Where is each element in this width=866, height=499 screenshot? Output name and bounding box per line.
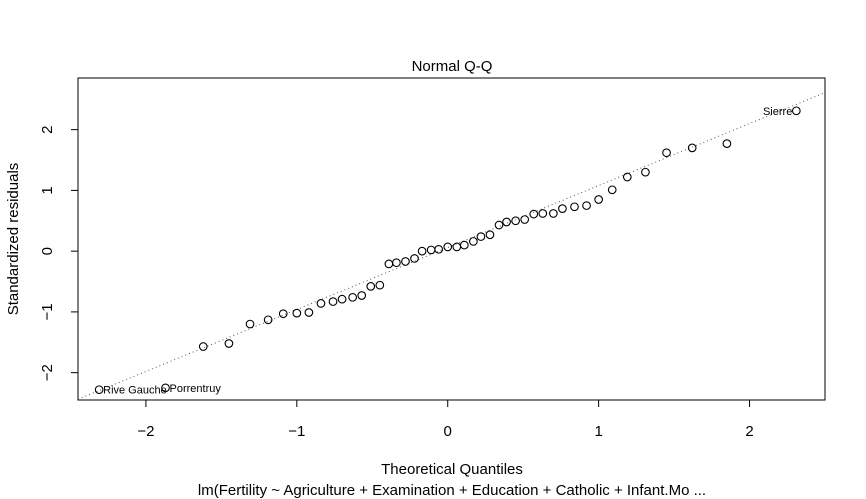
data-point	[511, 216, 520, 226]
y-tick-label: 1	[39, 186, 56, 194]
data-point	[316, 299, 326, 308]
data-point	[476, 232, 486, 241]
x-tick-label: 1	[594, 423, 602, 440]
chart-title: Normal Q-Q	[412, 58, 493, 75]
data-point	[161, 383, 170, 393]
data-point	[607, 185, 617, 195]
data-point	[452, 242, 462, 252]
data-point	[328, 297, 338, 306]
x-tick-label: −1	[288, 423, 305, 440]
data-point	[570, 202, 579, 212]
plot-frame	[77, 77, 826, 401]
data-point	[485, 230, 495, 240]
data-point	[538, 209, 548, 218]
data-point	[94, 385, 104, 395]
data-point	[410, 254, 419, 263]
point-label: Rive Gauche	[103, 385, 167, 397]
data-point	[417, 246, 427, 256]
data-point	[278, 309, 288, 319]
y-tick-label: 2	[39, 125, 56, 133]
data-point	[198, 342, 208, 351]
data-point	[434, 244, 444, 254]
y-tick-label: 0	[39, 247, 56, 255]
data-point	[641, 167, 650, 177]
data-point	[622, 172, 632, 182]
data-point	[791, 106, 801, 116]
data-point	[366, 282, 376, 291]
reference-line	[77, 92, 826, 400]
x-axis: −2 −1 0 1 2	[137, 399, 754, 440]
data-point	[357, 291, 367, 300]
point-labels: Rive Gauche Porrentruy Sierre	[103, 106, 792, 397]
x-tick-label: 0	[444, 423, 452, 440]
data-point	[384, 259, 394, 269]
data-point	[304, 308, 314, 317]
data-points	[94, 106, 801, 395]
data-point	[520, 215, 530, 224]
data-point	[375, 280, 385, 290]
data-point	[662, 148, 671, 158]
data-point	[529, 209, 539, 219]
data-point	[459, 240, 469, 250]
data-point	[443, 242, 453, 252]
data-point	[337, 294, 347, 304]
chart-subtitle: lm(Fertility ~ Agriculture + Examination…	[198, 482, 706, 499]
y-axis-label: Standardized residuals	[5, 163, 22, 316]
data-point	[263, 315, 273, 325]
data-point	[558, 204, 567, 213]
data-point	[224, 339, 234, 348]
point-label: Sierre	[763, 106, 792, 118]
data-point	[687, 143, 697, 153]
data-point	[502, 217, 511, 227]
data-point	[469, 237, 478, 246]
data-point	[494, 220, 504, 230]
data-point	[245, 319, 255, 329]
data-point	[549, 209, 558, 218]
data-point	[392, 258, 401, 268]
x-tick-label: 2	[745, 423, 753, 440]
data-point	[348, 292, 358, 302]
x-tick-label: −2	[137, 423, 154, 440]
point-label: Porrentruy	[170, 383, 222, 395]
y-tick-label: −2	[39, 364, 56, 381]
data-point	[292, 308, 302, 318]
y-axis: −2 −1 0 1 2	[39, 125, 79, 381]
y-tick-label: −1	[39, 303, 56, 320]
data-point	[401, 257, 410, 266]
data-point	[722, 139, 732, 148]
x-axis-label: Theoretical Quantiles	[381, 461, 523, 478]
data-point	[582, 201, 591, 210]
data-point	[594, 195, 603, 204]
data-point	[426, 245, 436, 255]
